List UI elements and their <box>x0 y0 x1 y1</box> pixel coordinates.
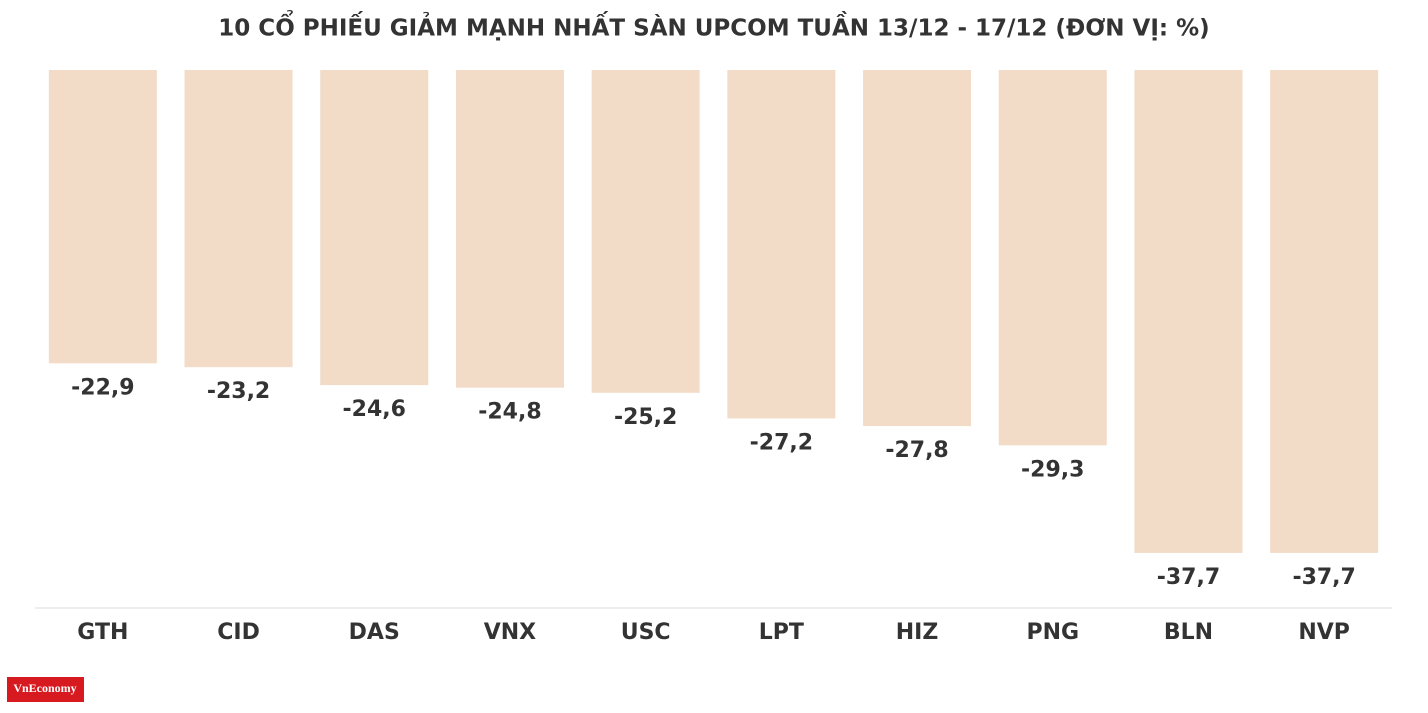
bar <box>591 70 700 393</box>
logo-box <box>7 677 84 702</box>
value-label: -27,2 <box>750 430 813 455</box>
value-label: -27,8 <box>885 438 948 463</box>
x-tick-label: VNX <box>484 620 536 645</box>
value-label: -24,6 <box>343 397 406 422</box>
value-label: -24,8 <box>478 400 541 425</box>
bar <box>1134 70 1243 553</box>
x-tick-label: CID <box>217 620 260 645</box>
chart-title: 10 CỔ PHIẾU GIẢM MẠNH NHẤT SÀN UPCOM TUẦ… <box>218 10 1209 42</box>
bar <box>1270 70 1379 553</box>
bar <box>455 70 564 388</box>
value-label: -37,7 <box>1292 565 1355 590</box>
bar <box>48 70 157 364</box>
x-tick-label: NVP <box>1298 620 1350 645</box>
value-label: -37,7 <box>1157 565 1220 590</box>
bar <box>863 70 972 427</box>
value-label: -29,3 <box>1021 457 1084 482</box>
x-tick-label: HIZ <box>896 620 939 645</box>
x-tick-label: GTH <box>77 620 128 645</box>
x-tick-label: PNG <box>1026 620 1079 645</box>
bar <box>727 70 836 419</box>
value-label: -23,2 <box>207 379 270 404</box>
x-tick-label: LPT <box>759 620 804 645</box>
logo: VnEconomy <box>13 681 76 695</box>
x-tick-label: USC <box>621 620 671 645</box>
bar <box>998 70 1107 446</box>
bar <box>184 70 293 368</box>
value-label: -22,9 <box>71 375 134 400</box>
x-tick-label: DAS <box>349 620 400 645</box>
bar <box>320 70 429 386</box>
value-label: -25,2 <box>614 405 677 430</box>
x-tick-label: BLN <box>1164 620 1213 645</box>
